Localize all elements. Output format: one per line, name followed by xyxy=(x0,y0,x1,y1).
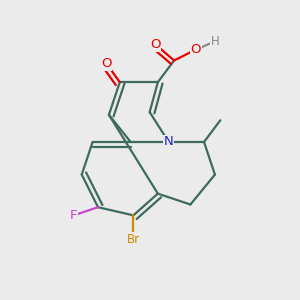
Text: Br: Br xyxy=(127,233,140,246)
Text: H: H xyxy=(211,35,219,48)
Text: N: N xyxy=(164,136,174,148)
Text: O: O xyxy=(101,57,111,70)
Text: F: F xyxy=(70,209,77,222)
Text: O: O xyxy=(190,43,201,56)
Text: O: O xyxy=(150,38,160,51)
